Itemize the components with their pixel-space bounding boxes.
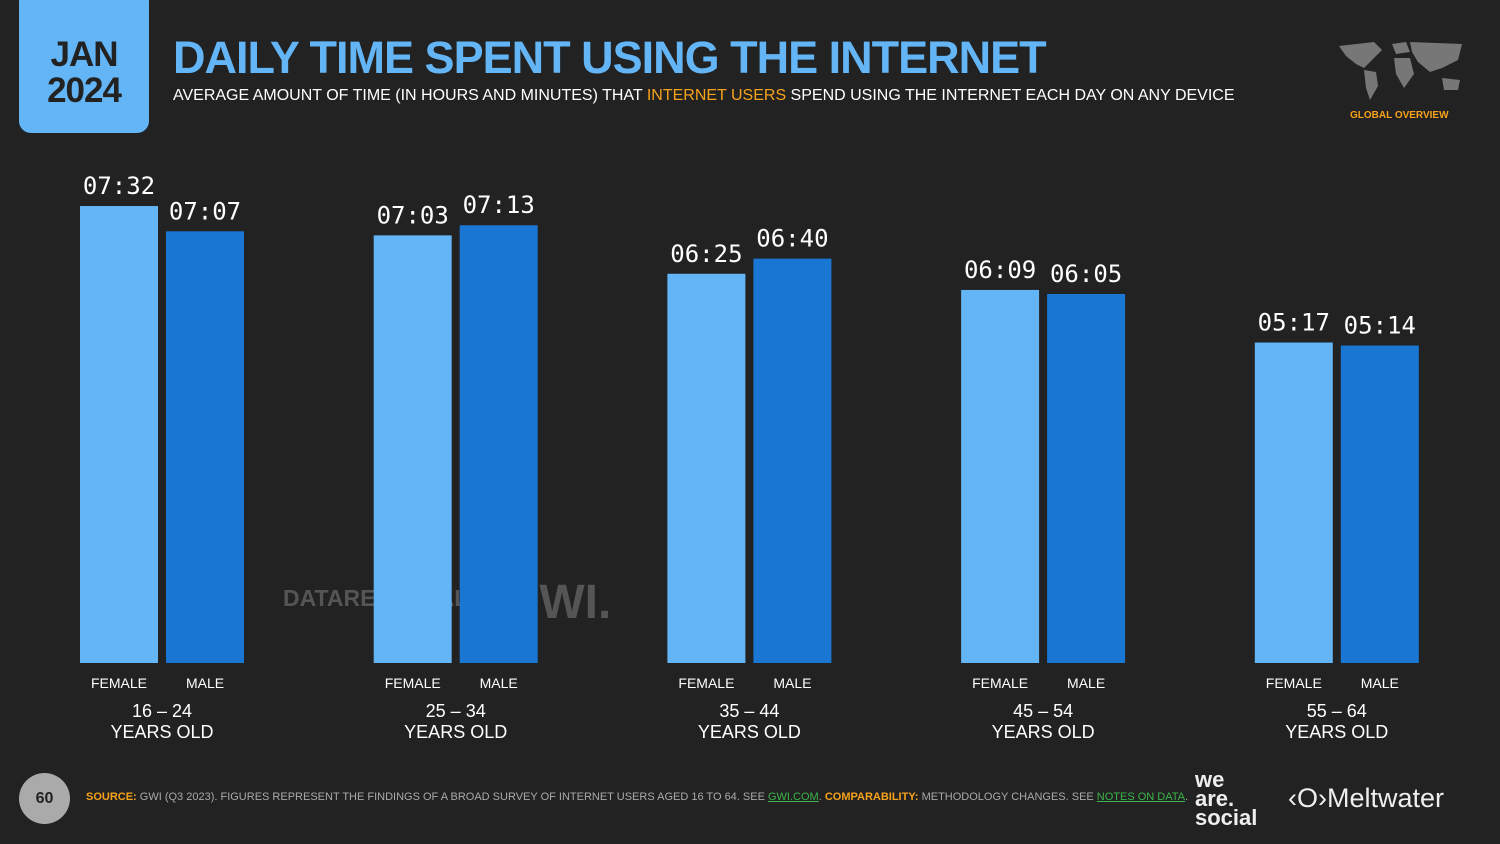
- bar-male: [1047, 293, 1126, 663]
- data-label: 06:25: [670, 240, 742, 268]
- meltwater-logo: ‹O›Meltwater: [1288, 783, 1445, 813]
- series-label: FEMALE: [678, 675, 734, 691]
- bar-female: [961, 289, 1040, 663]
- date-year: 2024: [47, 71, 122, 110]
- meltwater-text: Meltwater: [1326, 783, 1445, 813]
- category-suffix: YEARS OLD: [404, 722, 507, 742]
- subtitle-text-end: SPEND USING THE INTERNET EACH DAY ON ANY…: [786, 87, 1235, 104]
- category-label: 45 – 54: [1013, 701, 1073, 721]
- subtitle-highlight: INTERNET USERS: [646, 87, 787, 104]
- bar-female: [1254, 342, 1333, 663]
- source-text: GWI (Q3 2023). FIGURES REPRESENT THE FIN…: [136, 791, 768, 803]
- gwi-link[interactable]: GWI.COM: [767, 791, 819, 803]
- data-label: 06:09: [964, 256, 1036, 284]
- bar-male: [753, 258, 832, 663]
- category-suffix: YEARS OLD: [698, 722, 801, 742]
- data-label: 07:07: [169, 197, 241, 225]
- page-title: DAILY TIME SPENT USING THE INTERNET: [173, 32, 1047, 83]
- category-suffix: YEARS OLD: [1285, 722, 1388, 742]
- bar-female: [80, 206, 158, 663]
- category-label: 25 – 34: [426, 701, 486, 721]
- notes-link[interactable]: NOTES ON DATA: [1096, 791, 1186, 803]
- series-label: MALE: [186, 675, 224, 691]
- data-label: 07:13: [463, 191, 535, 219]
- comparability-label: COMPARABILITY:: [821, 791, 919, 803]
- page-number: 60: [19, 773, 70, 824]
- series-label: FEMALE: [972, 675, 1028, 691]
- series-label: MALE: [1067, 675, 1105, 691]
- source-note: SOURCE: GWI (Q3 2023). FIGURES REPRESENT…: [86, 791, 1189, 803]
- category-suffix: YEARS OLD: [110, 722, 213, 742]
- data-label: 07:32: [83, 172, 155, 200]
- world-map-icon: [1339, 42, 1462, 100]
- data-label: 06:05: [1050, 260, 1122, 288]
- series-label: FEMALE: [91, 675, 147, 691]
- bar-female: [373, 235, 452, 664]
- we-are-social-logo: we are. social: [1195, 767, 1258, 830]
- global-overview-label: GLOBAL OVERVIEW: [1350, 110, 1449, 121]
- category-suffix: YEARS OLD: [992, 722, 1095, 742]
- series-label: MALE: [480, 675, 518, 691]
- data-label: 06:40: [756, 225, 828, 253]
- date-month: JAN: [50, 35, 118, 74]
- bar-male: [459, 225, 538, 663]
- series-label: FEMALE: [385, 675, 441, 691]
- subtitle-text: AVERAGE AMOUNT OF TIME (IN HOURS AND MIN…: [173, 87, 647, 104]
- data-label: 05:14: [1344, 312, 1416, 340]
- subtitle: AVERAGE AMOUNT OF TIME (IN HOURS AND MIN…: [173, 87, 1235, 105]
- series-label: MALE: [1361, 675, 1399, 691]
- category-label: 55 – 64: [1307, 701, 1367, 721]
- data-label: 05:17: [1258, 309, 1330, 337]
- data-label: 07:03: [377, 201, 449, 229]
- source-label: SOURCE:: [86, 791, 137, 803]
- category-label: 35 – 44: [719, 701, 779, 721]
- series-label: FEMALE: [1266, 675, 1322, 691]
- period: .: [1185, 791, 1189, 803]
- bar-male: [1340, 345, 1419, 663]
- date-badge: JAN 2024: [19, 0, 149, 133]
- comparability-text: METHODOLOGY CHANGES. SEE: [918, 791, 1097, 803]
- bar-male: [166, 231, 244, 664]
- bar-female: [667, 273, 746, 663]
- series-label: MALE: [773, 675, 811, 691]
- category-label: 16 – 24: [132, 701, 192, 721]
